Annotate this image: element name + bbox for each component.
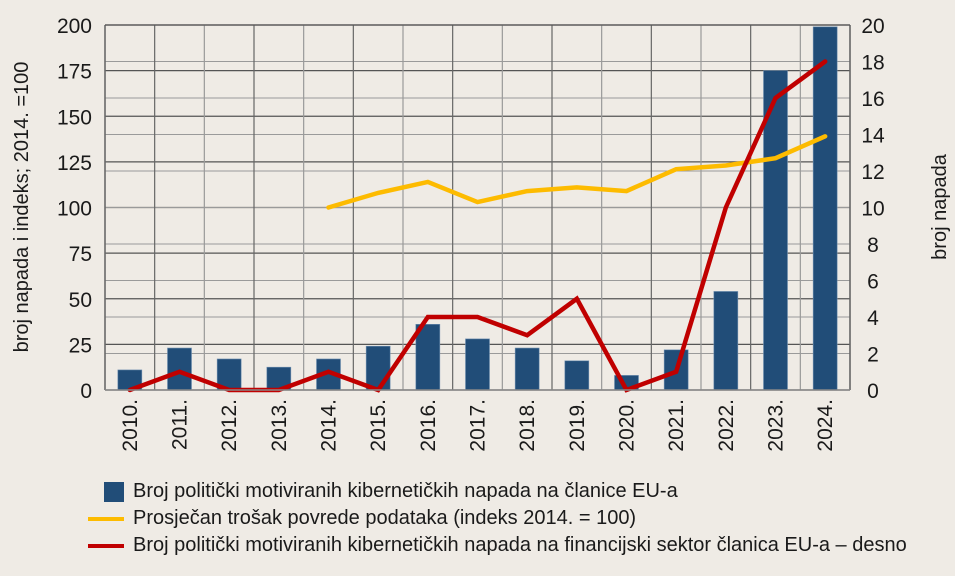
- left-tick-label: 0: [80, 380, 92, 403]
- right-tick-label: 4: [867, 307, 879, 330]
- right-tick-label: 2: [867, 344, 879, 367]
- legend-item-bars: Broj politički motiviranih kibernetičkih…: [88, 478, 907, 505]
- legend-swatch-red-line: [88, 543, 124, 548]
- legend: Broj politički motiviranih kibernetičkih…: [88, 478, 907, 559]
- right-tick-label: 6: [867, 271, 879, 294]
- left-tick-label: 200: [57, 15, 92, 38]
- left-tick-label: 75: [69, 243, 92, 266]
- legend-item-cost-index: Prosječan trošak povrede podataka (indek…: [88, 505, 907, 532]
- right-tick-label: 8: [867, 234, 879, 257]
- legend-swatch-yellow-line: [88, 516, 124, 521]
- x-tick-label: 2017.: [467, 399, 490, 452]
- x-tick-label: 2024.: [814, 399, 837, 452]
- right-tick-label: 14: [861, 125, 885, 148]
- legend-label-cost-index: Prosječan trošak povrede podataka (indek…: [133, 507, 637, 529]
- right-axis-title: broj napada: [929, 153, 951, 260]
- x-tick-label: 2015.: [367, 399, 390, 452]
- x-tick-label: 2012.: [218, 399, 241, 452]
- bar: [514, 347, 540, 391]
- axes: [104, 24, 851, 391]
- right-tick-label: 12: [861, 161, 884, 184]
- left-tick-label: 150: [57, 106, 92, 129]
- left-tick-label: 100: [57, 198, 92, 221]
- bar: [713, 291, 739, 391]
- bar: [415, 323, 441, 391]
- x-tick-label: 2010.: [119, 399, 142, 452]
- bar: [663, 349, 689, 391]
- left-tick-label: 125: [57, 152, 92, 175]
- bar: [564, 360, 590, 391]
- left-axis-title: broj napada i indeks; 2014. =100: [11, 62, 33, 353]
- right-axis-ticks: 0 2 4 6 8 10 12 14 16 18 20: [861, 15, 885, 403]
- bar: [812, 26, 838, 391]
- legend-label-bars: Broj politički motiviranih kibernetičkih…: [133, 480, 678, 502]
- bar: [365, 345, 391, 391]
- right-tick-label: 18: [861, 52, 884, 75]
- bar: [167, 347, 192, 391]
- left-tick-label: 50: [69, 289, 92, 312]
- grid: [104, 24, 851, 391]
- right-tick-label: 20: [861, 15, 884, 38]
- cost-index-line: [326, 134, 828, 210]
- x-tick-label: 2020.: [616, 399, 639, 452]
- chart: 0 25 50 75 100 125 150 175 200 0 2 4 6 8 10 12 14 16 18 20…: [11, 15, 951, 452]
- legend-item-financial-sector: Broj politički motiviranih kibernetičkih…: [88, 532, 907, 559]
- x-tick-label: 2022.: [715, 399, 738, 452]
- x-axis-ticks: 2010. 2011. 2012. 2013. 2014. 2015. 2016. 2017.…: [119, 399, 837, 452]
- x-tick-label: 2023.: [765, 399, 788, 452]
- left-tick-label: 175: [57, 61, 92, 84]
- bar-series: [117, 26, 838, 391]
- right-tick-label: 16: [861, 88, 884, 111]
- x-tick-label: 2018.: [516, 399, 539, 452]
- right-tick-label: 0: [867, 380, 879, 403]
- left-axis-ticks: 0 25 50 75 100 125 150 175 200: [57, 15, 92, 403]
- x-tick-label: 2014.: [318, 399, 341, 452]
- x-tick-label: 2021.: [665, 399, 688, 452]
- x-tick-label: 2011.: [169, 399, 192, 450]
- legend-label-financial-sector: Broj politički motiviranih kibernetičkih…: [133, 534, 907, 556]
- bar: [763, 70, 788, 391]
- bar: [465, 338, 490, 391]
- x-tick-label: 2016.: [417, 399, 440, 452]
- legend-swatch-bar: [104, 481, 124, 502]
- left-tick-label: 25: [69, 334, 92, 357]
- right-tick-label: 10: [861, 198, 884, 221]
- x-tick-label: 2019.: [566, 399, 589, 452]
- x-tick-label: 2013.: [268, 399, 291, 452]
